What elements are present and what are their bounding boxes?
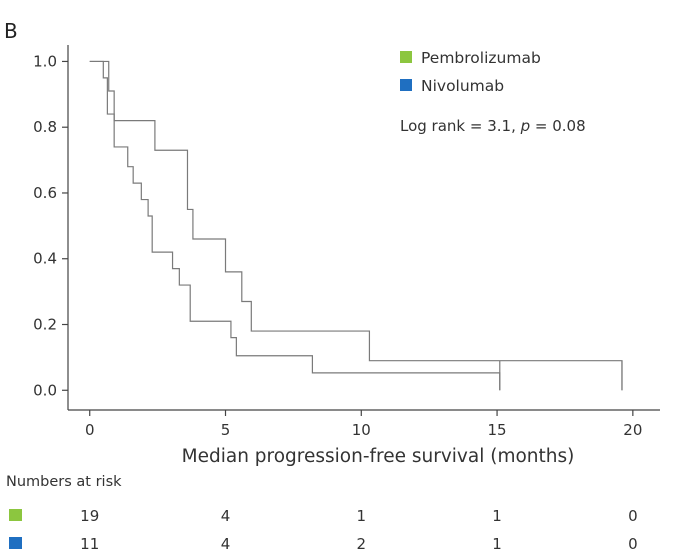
legend-swatch-pembrolizumab [400,51,412,63]
km-curve-nivolumab [89,60,623,391]
legend-swatch-nivolumab [400,79,412,91]
risk-count-pembrolizumab: 4 [221,507,231,525]
y-tick-label: 0.6 [33,184,57,202]
risk-count-nivolumab: 2 [357,535,367,550]
x-tick-label: 0 [85,421,95,439]
risk-count-pembrolizumab: 19 [80,507,99,525]
survival-curves [89,60,623,391]
legend: Pembrolizumab Nivolumab [400,49,541,95]
y-tick-label: 0.8 [33,118,57,136]
y-tick-label: 1.0 [33,52,57,70]
y-ticks: 0.0 0.2 0.4 0.6 0.8 1.0 [33,52,68,399]
y-tick-label: 0.0 [33,381,57,399]
km-curve-pembrolizumab [89,60,501,391]
risk-table-title: Numbers at risk [6,474,122,490]
risk-swatch-nivolumab [9,537,22,549]
plot-area: 0.0 0.2 0.4 0.6 0.8 1.0 0 5 10 15 20 [33,45,660,439]
risk-count-pembrolizumab: 1 [492,507,502,525]
x-tick-label: 10 [352,421,371,439]
y-tick-label: 0.4 [33,250,57,268]
x-tick-label: 5 [221,421,231,439]
legend-label-nivolumab: Nivolumab [421,77,504,95]
x-axis-label: Median progression-free survival (months… [182,446,575,467]
risk-count-pembrolizumab: 0 [628,507,638,525]
risk-count-pembrolizumab: 1 [357,507,367,525]
y-tick-label: 0.2 [33,316,57,334]
risk-swatch-pembrolizumab [9,509,22,521]
risk-count-nivolumab: 11 [80,535,99,550]
x-tick-label: 15 [488,421,507,439]
risk-count-nivolumab: 1 [492,535,502,550]
x-tick-label: 20 [623,421,642,439]
risk-table: 19 4 1 1 011 4 2 1 0 [9,507,638,550]
panel-label: B [4,19,18,43]
legend-label-pembrolizumab: Pembrolizumab [421,49,541,67]
x-ticks: 0 5 10 15 20 [85,410,642,439]
risk-count-nivolumab: 4 [221,535,231,550]
risk-count-nivolumab: 0 [628,535,638,550]
log-rank-annotation: Log rank = 3.1, p = 0.08 [400,117,586,135]
